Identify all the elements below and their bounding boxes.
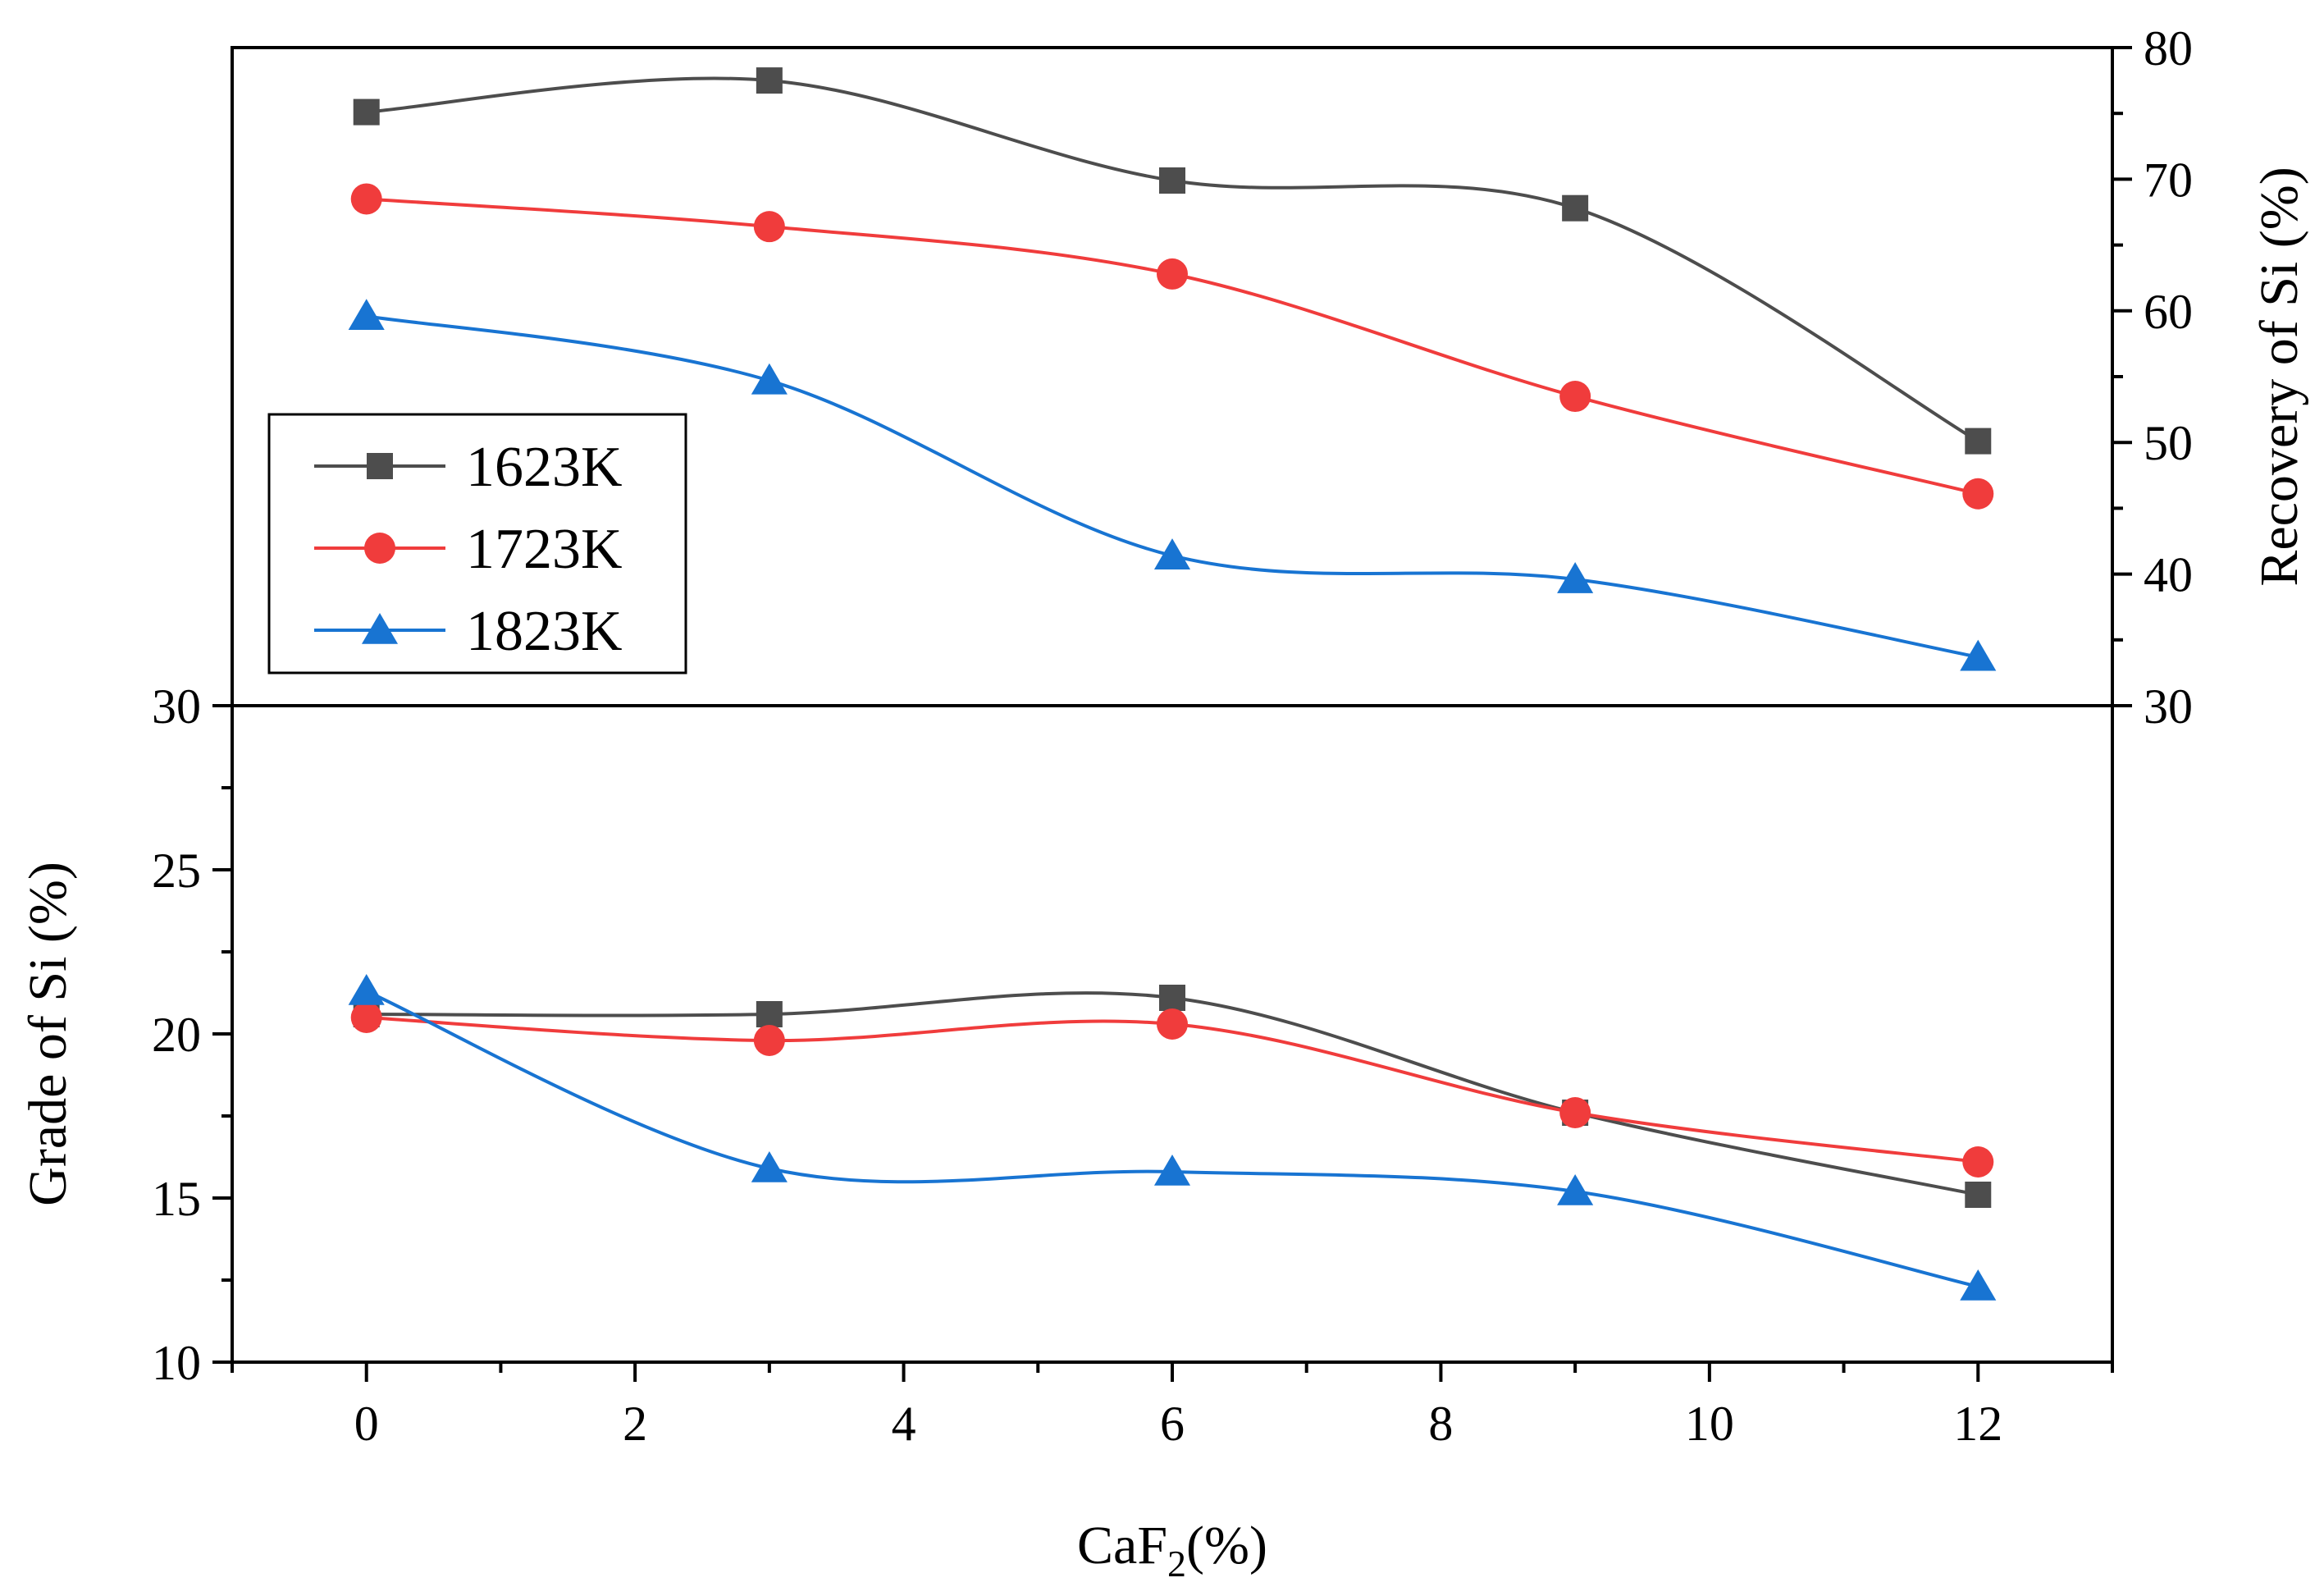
bottom-point-1723K-x12: [1962, 1146, 1994, 1178]
top-point-1823K-x9: [1557, 562, 1594, 593]
bottom-point-1823K-x3: [751, 1151, 788, 1182]
top-point-1623K-x9: [1562, 194, 1589, 222]
top-point-1723K-x6: [1157, 258, 1188, 290]
bottom-y-tick-label: 15: [152, 1172, 201, 1226]
top-point-1623K-x0: [353, 98, 380, 126]
top-point-1623K-x3: [756, 67, 783, 94]
bottom-y-tick-label: 10: [152, 1336, 201, 1390]
bottom-point-1823K-x0: [348, 974, 385, 1005]
top-point-1823K-x12: [1960, 639, 1997, 671]
top-point-1823K-x6: [1153, 538, 1191, 569]
top-point-1723K-x0: [350, 183, 382, 215]
x-tick-label: 8: [1428, 1397, 1453, 1451]
top-point-1823K-x0: [348, 299, 385, 331]
bottom-y-tick-label: 25: [152, 844, 201, 898]
bottom-point-1723K-x9: [1559, 1097, 1591, 1128]
x-axis-title: CaF2(%): [1077, 1516, 1267, 1585]
bottom-point-1723K-x6: [1157, 1008, 1188, 1040]
x-tick-label: 2: [623, 1397, 647, 1451]
legend-marker-1723K: [364, 533, 395, 564]
x-tick-label: 12: [1953, 1397, 2002, 1451]
bottom-point-1823K-x9: [1557, 1174, 1594, 1205]
top-point-1723K-x12: [1962, 478, 1994, 510]
bottom-point-1623K-x6: [1159, 985, 1185, 1011]
x-tick-label: 4: [892, 1397, 916, 1451]
legend-marker-1823K: [361, 613, 399, 644]
top-y-tick-label: 70: [2144, 153, 2193, 207]
x-tick-label: 6: [1160, 1397, 1185, 1451]
axes-layer: [212, 46, 2132, 1382]
legend-marker-1623K: [367, 453, 393, 479]
top-point-1723K-x9: [1559, 381, 1591, 413]
bottom-point-1723K-x3: [753, 1025, 785, 1056]
x-tick-label: 10: [1685, 1397, 1734, 1451]
series-markers-layer: [348, 67, 1997, 1301]
top-point-1623K-x6: [1159, 167, 1185, 194]
bottom-y-axis-title: Grade of Si (%): [18, 862, 78, 1206]
top-y-tick-label: 50: [2144, 416, 2193, 470]
top-point-1723K-x3: [753, 211, 785, 243]
x-axis-title-subscript: 2: [1167, 1543, 1186, 1585]
top-y-tick-label: 40: [2144, 548, 2193, 602]
top-point-1823K-x3: [751, 363, 788, 395]
legend-label-1623K: 1623K: [466, 436, 623, 499]
top-y-tick-label: 60: [2144, 285, 2193, 339]
bottom-y-tick-label: 30: [152, 679, 201, 734]
bottom-point-1823K-x6: [1153, 1155, 1191, 1186]
legend-label-1723K: 1723K: [466, 518, 623, 581]
bottom-point-1623K-x12: [1965, 1182, 1992, 1208]
bottom-point-1823K-x12: [1960, 1269, 1997, 1301]
bottom-y-tick-label: 20: [152, 1008, 201, 1062]
x-tick-label: 0: [354, 1397, 379, 1451]
bottom-point-1623K-x3: [756, 1001, 783, 1027]
top-point-1623K-x12: [1965, 428, 1992, 455]
top-y-tick-label: 30: [2144, 679, 2193, 734]
top-y-axis-title: Recovery of Si (%): [2249, 167, 2309, 586]
x-axis-title-main: CaF: [1077, 1516, 1167, 1575]
top-y-tick-label: 80: [2144, 21, 2193, 75]
legend: 1623K 1723K 1823K: [267, 413, 687, 675]
x-axis-title-suffix: (%): [1186, 1516, 1267, 1575]
legend-label-1823K: 1823K: [466, 600, 623, 663]
bottom-point-1723K-x0: [350, 1002, 382, 1033]
